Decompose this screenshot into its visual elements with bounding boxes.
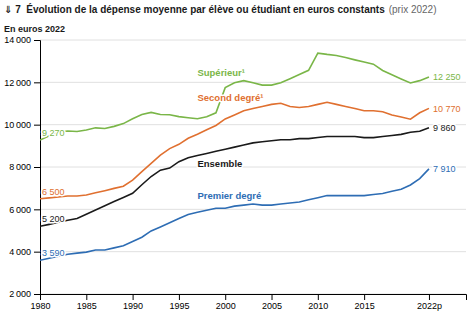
x-tick: 1990 <box>123 294 143 311</box>
y-axis-title: En euros 2022 <box>4 24 65 34</box>
labels: 9 270 12 250 6 500 10 770 5 200 9 860 3 590 7 9… <box>4 3 460 258</box>
y-tick-label: 14 000 <box>4 35 31 45</box>
y-tick-label: 8 000 <box>9 162 31 172</box>
value-label: 12 250 <box>433 72 461 82</box>
grid-line <box>40 167 466 168</box>
y-tick-mark <box>34 209 40 210</box>
x-tick-mark <box>318 294 319 300</box>
y-tick: 2 000 <box>9 289 40 299</box>
x-tick: 2015 <box>355 294 375 311</box>
x-tick-label: 1995 <box>169 301 189 311</box>
title: ⇓ 7 Évolution de la dépense moyenne par … <box>4 3 437 15</box>
value-label: 7 910 <box>433 164 456 174</box>
y-tick-label: 10 000 <box>4 120 31 130</box>
x-tick-mark <box>133 294 134 300</box>
x-tick: 2022p <box>417 294 442 311</box>
x-tick-mark <box>272 294 273 300</box>
y-tick: 8 000 <box>9 162 40 172</box>
series-line <box>40 169 429 260</box>
x-tick-mark <box>225 294 226 300</box>
y-tick-label: 2 000 <box>9 289 31 299</box>
chart-svg: 1980 1985 1990 1995 2000 2005 2010 2015 2022p 2 0… <box>0 0 474 316</box>
x-tick-mark <box>429 294 430 300</box>
y-tick-mark <box>34 294 40 295</box>
series-label: Supérieur¹ <box>197 67 245 78</box>
x-tick: 2010 <box>308 294 328 311</box>
grid-line <box>40 209 466 210</box>
y-tick-mark <box>34 82 40 83</box>
x-tick-label: 1990 <box>123 301 143 311</box>
y-tick: 6 000 <box>9 205 40 215</box>
value-label: 9 270 <box>42 128 65 138</box>
value-label: 3 590 <box>42 248 65 258</box>
y-tick-label: 12 000 <box>4 78 31 88</box>
y-tick: 12 000 <box>4 78 40 88</box>
x-tick-label: 1980 <box>30 301 50 311</box>
x-tick-label: 2015 <box>355 301 375 311</box>
title-main: ⇓ 7 Évolution de la dépense moyenne par … <box>4 3 385 15</box>
x-tick-mark <box>179 294 180 300</box>
y-tick: 14 000 <box>4 35 40 45</box>
series-label: Premier degré <box>197 190 261 201</box>
series-line <box>40 53 429 140</box>
grid-line <box>40 40 466 41</box>
y-tick-mark <box>34 167 40 168</box>
x-tick-label: 1985 <box>77 301 97 311</box>
x-tick-label: 2000 <box>216 301 236 311</box>
y-tick: 10 000 <box>4 120 40 130</box>
value-label: 5 200 <box>42 214 65 224</box>
x-tick: 2005 <box>262 294 282 311</box>
x-tick: 1995 <box>169 294 189 311</box>
y-axis: 2 000 4 000 6 000 8 000 10 000 12 000 14 000 <box>4 35 40 299</box>
subtitle: (prix 2022) <box>389 4 437 15</box>
y-tick: 4 000 <box>9 247 40 257</box>
x-axis: 1980 1985 1990 1995 2000 2005 2010 2015 2022p <box>30 294 466 311</box>
x-tick-mark <box>364 294 365 300</box>
grid-line <box>40 251 466 252</box>
series-label: Ensemble <box>197 158 242 169</box>
x-tick-label: 2022p <box>417 301 442 311</box>
y-axis-line <box>34 41 41 295</box>
y-tick-mark <box>34 125 40 126</box>
x-tick: 1985 <box>77 294 97 311</box>
y-tick-label: 4 000 <box>9 247 31 257</box>
series-line <box>40 102 429 199</box>
x-axis-line <box>41 295 467 301</box>
x-tick-label: 2005 <box>262 301 282 311</box>
grid <box>40 40 466 294</box>
y-tick-mark <box>34 252 40 253</box>
lines <box>40 53 429 260</box>
x-tick: 1980 <box>30 294 50 311</box>
y-tick-label: 6 000 <box>9 205 31 215</box>
x-tick-label: 2010 <box>308 301 328 311</box>
series-label: Second degré¹ <box>197 92 263 103</box>
y-tick-mark <box>34 40 40 41</box>
grid-line <box>40 124 466 125</box>
value-label: 6 500 <box>42 187 65 197</box>
chart-container: 1980 1985 1990 1995 2000 2005 2010 2015 2022p 2 0… <box>0 0 474 316</box>
series-line <box>40 128 429 227</box>
x-tick-mark <box>86 294 87 300</box>
value-label: 10 770 <box>433 104 461 114</box>
value-label: 9 860 <box>433 123 456 133</box>
x-tick: 2000 <box>216 294 236 311</box>
